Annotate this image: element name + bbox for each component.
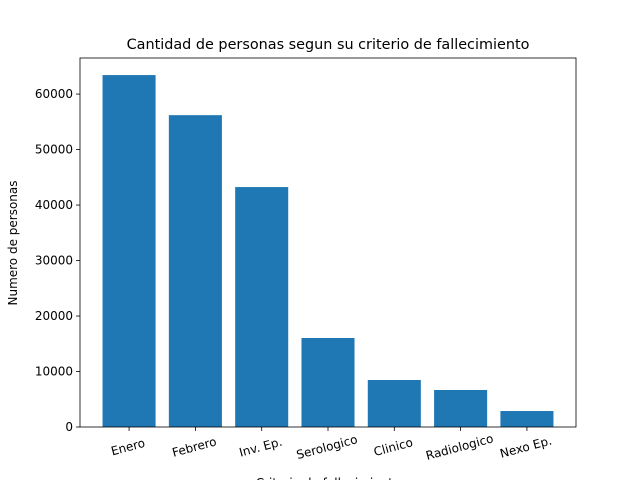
y-tick-label: 60000 bbox=[35, 87, 73, 101]
axes-frame bbox=[79, 57, 577, 428]
chart-title: Cantidad de personas segun su criterio d… bbox=[127, 37, 530, 53]
bar bbox=[301, 337, 355, 427]
y-tick-label: 40000 bbox=[35, 198, 73, 212]
y-tick-label: 30000 bbox=[35, 254, 73, 268]
bar bbox=[434, 389, 488, 427]
bar bbox=[102, 75, 156, 428]
bar bbox=[168, 115, 222, 427]
bar bbox=[235, 187, 289, 427]
y-tick-label: 0 bbox=[65, 420, 73, 434]
y-tick-label: 50000 bbox=[35, 143, 73, 157]
bar bbox=[500, 411, 554, 427]
bar bbox=[367, 380, 421, 427]
y-tick-label: 10000 bbox=[35, 365, 73, 379]
y-axis-label: Numero de personas bbox=[6, 180, 20, 305]
y-tick-label: 20000 bbox=[35, 309, 73, 323]
x-axis-label: Criterio de fallecimiento bbox=[256, 476, 401, 480]
